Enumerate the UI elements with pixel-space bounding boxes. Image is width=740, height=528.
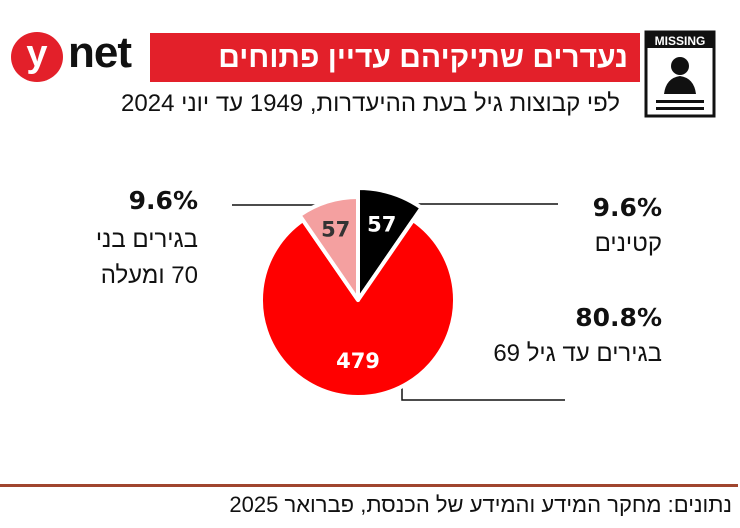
- pie-value-label-1: 479: [336, 349, 380, 373]
- pie-value-label-0: 57: [367, 213, 396, 237]
- seniors-percent: 9.6%: [128, 186, 198, 215]
- subtitle: לפי קבוצות גיל בעת ההיעדרות, 1949 עד יונ…: [121, 90, 620, 117]
- missing-badge-text: MISSING: [655, 34, 706, 48]
- adults-percent: 80.8%: [575, 303, 662, 332]
- seniors-label-line2: 70 ומעלה: [100, 262, 198, 289]
- adults-label: בגירים עד גיל 69: [493, 340, 662, 367]
- ynet-logo: y: [11, 32, 63, 82]
- ynet-logo-word: net: [68, 28, 132, 77]
- seniors-label-line1: בגירים בני: [95, 226, 198, 253]
- pie-slice-0: [356, 186, 424, 302]
- page-title: נעדרים שתיקיהם עדיין פתוחים: [150, 33, 640, 82]
- pie-value-label-2: 57: [321, 217, 350, 241]
- minors-label: קטינים: [594, 230, 662, 257]
- source-note: נתונים: מחקר המידע והמידע של הכנסת, פברו…: [229, 492, 732, 517]
- pie-slice-2: [297, 195, 360, 302]
- minors-percent: 9.6%: [592, 193, 662, 222]
- missing-poster-icon: MISSING: [644, 30, 716, 118]
- footer-divider: [0, 484, 738, 487]
- leader-line-adults: [401, 384, 565, 401]
- pie-slice-1: [259, 218, 457, 399]
